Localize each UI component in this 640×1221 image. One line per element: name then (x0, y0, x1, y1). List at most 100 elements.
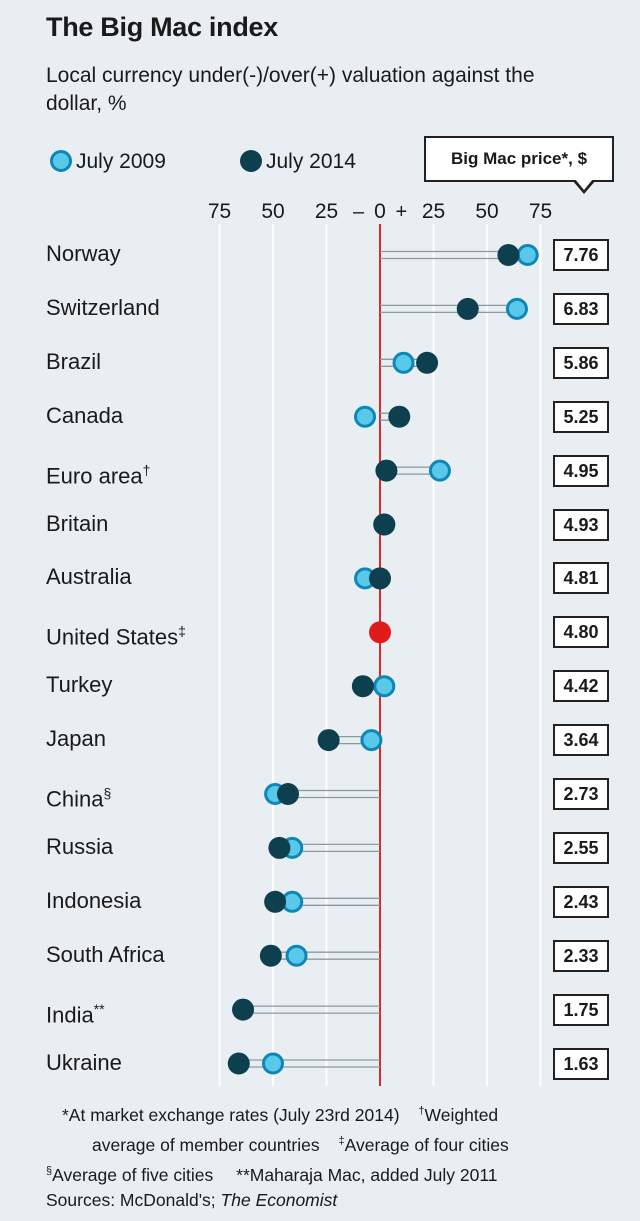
price-box-ukraine: 1.63 (553, 1047, 609, 1080)
point-2014-britain (373, 513, 396, 536)
country-name: United States (46, 624, 179, 650)
country-label-canada: Canada (46, 402, 123, 430)
tick-label-plus: + (396, 201, 408, 223)
price-box-russia: 2.55 (553, 831, 609, 864)
country-name: Euro area (46, 462, 143, 488)
footnote-mark-dagger: † (418, 1105, 425, 1117)
price-box-turkey: 4.42 (553, 670, 609, 703)
tick-label-0: 0 (374, 200, 386, 223)
point-2009-japan (360, 729, 383, 752)
footnote-line-1: *At market exchange rates (July 23rd 201… (40, 1098, 630, 1128)
country-footnote-mark: ** (93, 1000, 105, 1017)
country-footnote-mark: ‡ (178, 623, 186, 640)
footnote-line-3: §Average of five cities **Maharaja Mac, … (40, 1158, 630, 1188)
footnote-mark-section: § (46, 1164, 53, 1177)
country-label-switzerland: Switzerland (46, 294, 160, 322)
country-name: Ukraine (46, 1049, 122, 1075)
sources-publication: The Economist (220, 1190, 338, 1211)
chart-title: The Big Mac index (46, 12, 278, 42)
point-2009-south-africa (285, 944, 308, 967)
point-2009-norway (516, 244, 539, 266)
point-2014-norway (497, 244, 520, 266)
price-box-euro-area: 4.95 (553, 454, 609, 487)
price-box-canada: 5.25 (553, 400, 609, 433)
point-2009-switzerland (505, 297, 528, 320)
country-name: Australia (46, 564, 132, 590)
price-box-india: 1.75 (553, 993, 609, 1026)
country-name: Russia (46, 833, 114, 859)
country-label-south-africa: South Africa (46, 941, 165, 969)
point-2014-australia (369, 567, 391, 590)
point-2014-china (276, 783, 299, 805)
price-box-brazil: 5.86 (553, 346, 609, 379)
sources-label: Sources: McDonald's; (46, 1190, 216, 1211)
footnote-member-countries: average of member countries (92, 1134, 320, 1155)
country-name: India (46, 1001, 94, 1027)
point-2014-euro-area (375, 459, 398, 482)
point-2014-japan (317, 729, 340, 752)
country-label-japan: Japan (46, 725, 106, 753)
tick-label--75: 75 (208, 200, 231, 223)
point-2014-brazil (416, 351, 439, 374)
country-name: Japan (46, 726, 106, 752)
country-name: Brazil (46, 348, 102, 374)
point-united-states (369, 621, 391, 644)
point-2014-indonesia (264, 890, 287, 913)
tick-label--25: 25 (315, 200, 338, 223)
country-name: Canada (46, 402, 124, 428)
country-name: China (46, 786, 104, 812)
price-box-china: 2.73 (553, 778, 609, 810)
country-label-india: India** (46, 995, 105, 1029)
point-2014-ukraine (227, 1052, 250, 1075)
country-label-turkey: Turkey (46, 671, 112, 699)
price-box-united-states: 4.80 (553, 616, 609, 649)
country-label-norway: Norway (46, 240, 121, 268)
country-footnote-mark: † (142, 461, 151, 478)
point-2009-ukraine (262, 1052, 284, 1075)
point-2014-south-africa (259, 944, 282, 967)
price-column-header: Big Mac price*, $ (424, 136, 614, 182)
price-box-norway: 7.76 (553, 239, 609, 271)
price-box-australia: 4.81 (553, 562, 609, 595)
legend-dot-2009-icon (50, 150, 72, 172)
point-2014-russia (268, 836, 291, 859)
price-box-japan: 3.64 (553, 724, 609, 757)
country-label-russia: Russia (46, 833, 113, 861)
chart-subtitle: Local currency under(-)/over(+) valuatio… (46, 64, 535, 115)
footnote-exchange-rates: *At market exchange rates (July 23rd 201… (62, 1104, 400, 1125)
country-footnote-mark: § (103, 785, 112, 801)
point-2009-turkey (373, 675, 396, 698)
point-2014-turkey (351, 675, 374, 698)
point-2009-brazil (392, 351, 415, 374)
footnote-sources: Sources: McDonald's; The Economist (40, 1187, 630, 1213)
footnote-four-cities: Average of four cities (344, 1134, 509, 1155)
legend-label-2014: July 2014 (266, 150, 356, 173)
country-label-united-states: United States‡ (46, 617, 186, 651)
price-box-indonesia: 2.43 (553, 885, 609, 918)
footnote-maharaja-mac: **Maharaja Mac, added July 2011 (236, 1164, 498, 1185)
legend-dot-2014-icon (240, 150, 262, 172)
country-label-ukraine: Ukraine (46, 1049, 122, 1077)
country-label-britain: Britain (46, 510, 108, 538)
country-name: Turkey (46, 672, 113, 698)
footnote-mark-double-dagger: ‡ (338, 1134, 345, 1147)
price-box-south-africa: 2.33 (553, 939, 609, 972)
price-box-switzerland: 6.83 (553, 292, 609, 325)
point-2009-canada (354, 405, 377, 428)
country-label-brazil: Brazil (46, 348, 101, 376)
footnote-five-cities: Average of five cities (52, 1164, 214, 1185)
country-name: Indonesia (46, 887, 142, 913)
country-label-euro-area: Euro area† (46, 456, 150, 490)
point-2014-canada (388, 405, 411, 428)
point-2009-euro-area (428, 459, 451, 482)
tick-label-75: 75 (529, 200, 552, 223)
country-name: Switzerland (46, 294, 160, 320)
country-label-indonesia: Indonesia (46, 887, 141, 915)
tick-label-25: 25 (422, 200, 445, 223)
footnotes: *At market exchange rates (July 23rd 201… (40, 1098, 630, 1213)
country-label-australia: Australia (46, 563, 132, 591)
price-header-pointer-fill (575, 179, 593, 190)
point-2014-india (232, 998, 255, 1021)
country-name: South Africa (46, 941, 165, 967)
